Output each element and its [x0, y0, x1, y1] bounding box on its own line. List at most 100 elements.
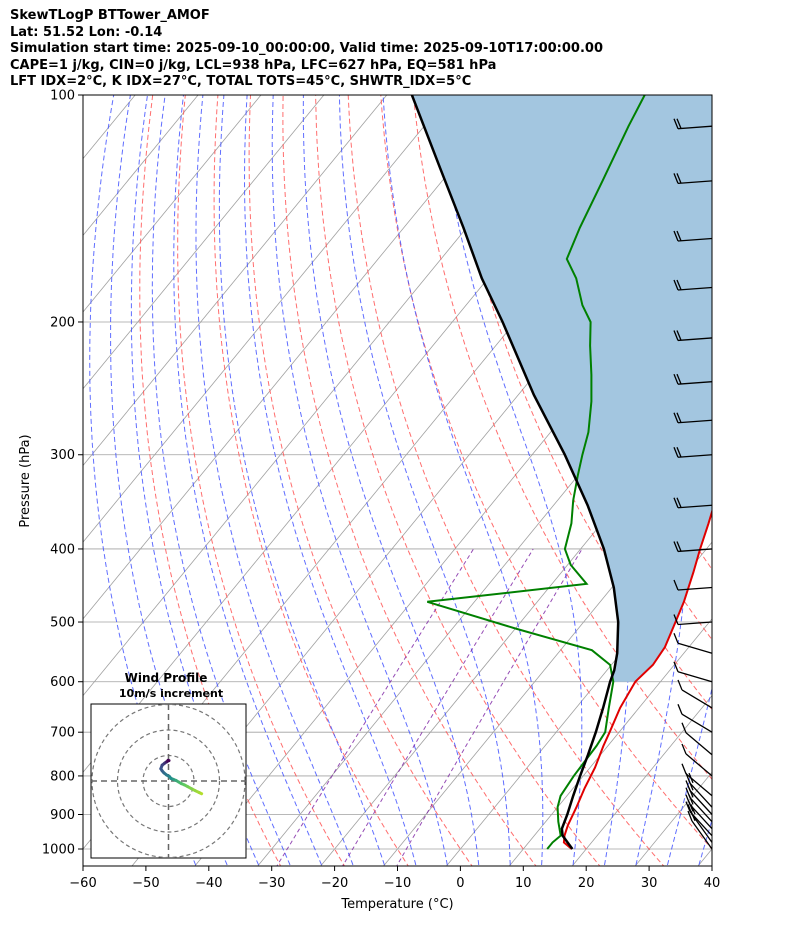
barb-flag — [673, 447, 679, 458]
barb-staff — [677, 419, 713, 424]
barb-staff — [685, 732, 713, 756]
dry-adiabat — [380, 95, 712, 850]
wind-barb — [673, 661, 713, 683]
barb-staff — [689, 782, 713, 808]
barb-flag — [673, 373, 679, 385]
x-tick-label: −20 — [321, 876, 348, 891]
barb-flag — [676, 279, 682, 290]
wind-barb — [673, 173, 713, 185]
barb-staff — [689, 797, 713, 823]
barb-flag — [676, 173, 682, 184]
wind-barb — [681, 763, 713, 797]
barb-flag — [676, 447, 682, 458]
barb-flag — [673, 230, 679, 242]
barb-flag — [676, 118, 682, 129]
wind-barbs — [673, 118, 713, 850]
wind-barb — [673, 497, 713, 509]
barb-flag — [677, 679, 683, 691]
isotherm--40 — [194, 234, 712, 866]
barb-flag — [685, 787, 691, 798]
barb-staff — [685, 753, 713, 777]
isotherm-10 — [508, 618, 712, 866]
x-tick-label: −30 — [258, 876, 285, 891]
p-tick-label: 400 — [50, 542, 75, 557]
isotherm-50 — [759, 78, 794, 868]
mixing-ratio-line — [276, 548, 474, 866]
barb-flag — [676, 412, 682, 423]
barb-flag — [673, 118, 679, 129]
wind-barb — [681, 722, 713, 756]
wind-barb — [673, 541, 713, 553]
wind-barb — [673, 230, 713, 242]
inset-subtitle: 10m/s increment — [119, 687, 223, 700]
dry-adiabat — [765, 78, 794, 868]
x-tick-label: 20 — [578, 876, 595, 891]
x-tick-label: −50 — [132, 876, 159, 891]
dry-adiabat — [213, 95, 409, 866]
barb-staff — [691, 814, 713, 843]
dewpoint-line — [427, 95, 646, 850]
barb-flag — [673, 497, 679, 508]
dry-adiabat — [315, 95, 601, 866]
dry-adiabat — [706, 95, 712, 112]
barb-staff — [685, 773, 713, 797]
moist-adiabat — [195, 95, 354, 866]
barb-flag — [685, 780, 691, 791]
barb-flag — [681, 722, 687, 734]
barb-staff — [677, 286, 713, 291]
isotherm--90 — [83, 95, 514, 620]
barb-staff — [689, 811, 713, 837]
barb-staff — [689, 804, 713, 830]
barb-staff — [677, 337, 713, 342]
p-tick-label: 100 — [50, 89, 75, 104]
x-tick-label: 30 — [641, 876, 658, 891]
barb-staff — [689, 790, 713, 815]
barb-flag — [676, 230, 682, 241]
header-cape: CAPE=1 j/kg, CIN=0 j/kg, LCL=938 hPa, LF… — [10, 57, 497, 73]
wind-barb — [673, 447, 713, 458]
header-times: Simulation start time: 2025-09-10_00:00:… — [10, 41, 603, 56]
header-title: SkewTLogP BTTower_AMOF — [10, 8, 210, 23]
barb-flag — [673, 614, 679, 625]
dry-adiabat — [445, 95, 712, 711]
barb-flag — [676, 330, 682, 341]
barb-staff — [677, 548, 713, 553]
x-tick-label: −40 — [195, 876, 222, 891]
header-location: Lat: 51.52 Lon: -0.14 — [10, 24, 163, 40]
barb-flag — [673, 579, 679, 591]
wind-barb — [673, 614, 713, 626]
barb-flag — [673, 279, 679, 291]
barb-flag — [687, 810, 693, 822]
moist-adiabat — [338, 95, 511, 865]
dry-adiabat — [282, 95, 537, 866]
barb-staff — [677, 671, 713, 683]
barb-staff — [677, 642, 713, 654]
barb-flag — [673, 661, 679, 672]
barb-flag — [676, 373, 682, 385]
barb-staff — [677, 586, 713, 591]
x-tick-label: −60 — [69, 876, 96, 891]
wind-barb — [677, 679, 713, 709]
p-tick-label: 200 — [50, 315, 75, 330]
p-tick-label: 700 — [50, 726, 75, 741]
barb-staff — [677, 381, 713, 385]
p-tick-label: 1000 — [42, 843, 75, 858]
wind-barb — [677, 703, 713, 733]
inset-title: Wind Profile — [125, 671, 208, 685]
barb-flag — [673, 541, 679, 552]
axes: Temperature (°C) Pressure (hPa) −60 −50 −4… — [18, 89, 720, 913]
barb-flag — [681, 743, 687, 755]
wind-barb — [673, 330, 713, 342]
isotherm--140 — [83, 95, 199, 236]
y-axis-label: Pressure (hPa) — [18, 434, 33, 527]
moist-adiabat — [302, 95, 480, 866]
barb-flag — [685, 801, 691, 812]
dry-adiabat — [139, 95, 282, 866]
isotherm--100 — [83, 95, 451, 543]
moist-adiabat — [271, 95, 448, 866]
moist-adiabat — [218, 95, 385, 866]
isotherm-20 — [571, 694, 712, 866]
barb-staff — [691, 820, 713, 850]
x-axis-label: Temperature (°C) — [340, 897, 453, 912]
isotherm--160 — [0, 78, 86, 868]
